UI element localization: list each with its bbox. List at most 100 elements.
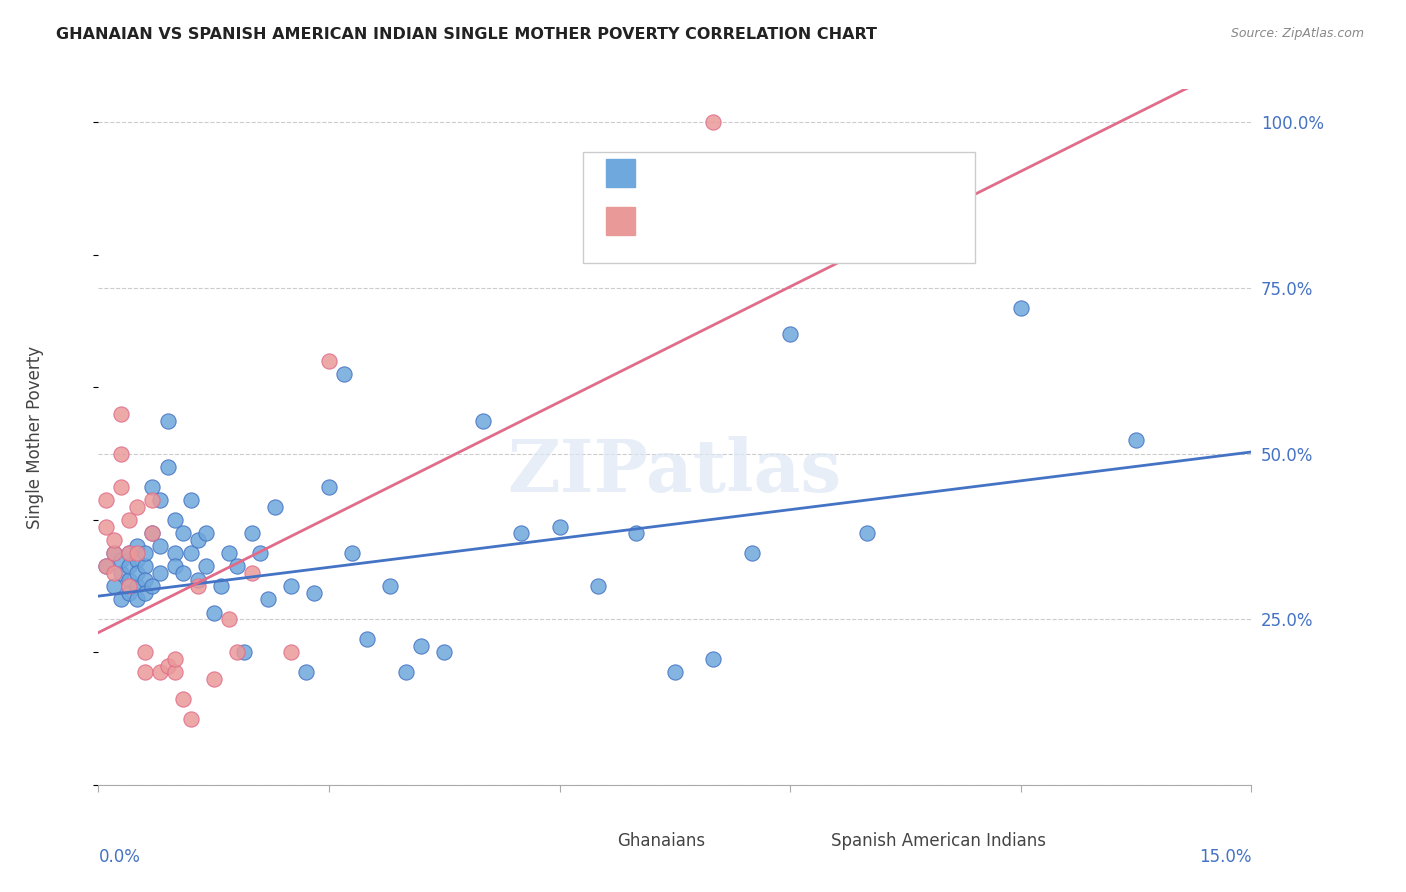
Point bbox=[149, 665, 172, 680]
Point bbox=[165, 513, 187, 527]
Point bbox=[586, 579, 609, 593]
Point bbox=[94, 493, 117, 508]
Point bbox=[209, 579, 232, 593]
Point bbox=[165, 546, 187, 560]
Point bbox=[118, 579, 141, 593]
Point bbox=[1125, 434, 1147, 448]
Point bbox=[134, 573, 156, 587]
Point bbox=[195, 559, 218, 574]
Point bbox=[156, 459, 179, 474]
Text: Source: ZipAtlas.com: Source: ZipAtlas.com bbox=[1230, 27, 1364, 40]
Point bbox=[225, 559, 247, 574]
Point bbox=[433, 645, 456, 659]
Point bbox=[110, 552, 132, 566]
Point bbox=[187, 579, 209, 593]
Point bbox=[149, 493, 172, 508]
Point bbox=[125, 579, 148, 593]
Point bbox=[318, 480, 340, 494]
FancyBboxPatch shape bbox=[582, 152, 974, 263]
Point bbox=[240, 566, 263, 580]
Point bbox=[180, 493, 202, 508]
Point bbox=[202, 606, 225, 620]
Bar bbox=[606, 159, 634, 186]
Point bbox=[172, 526, 194, 541]
Point bbox=[110, 592, 132, 607]
Point bbox=[172, 691, 194, 706]
Point bbox=[318, 354, 340, 368]
Point bbox=[779, 327, 801, 342]
Point bbox=[156, 413, 179, 427]
Point bbox=[134, 559, 156, 574]
Point bbox=[702, 115, 724, 129]
Point bbox=[165, 559, 187, 574]
Bar bbox=[768, 830, 813, 858]
Point bbox=[103, 566, 125, 580]
Point bbox=[340, 546, 363, 560]
Point bbox=[125, 552, 148, 566]
Point bbox=[118, 546, 141, 560]
Point bbox=[103, 579, 125, 593]
Point bbox=[380, 579, 402, 593]
Point bbox=[125, 566, 148, 580]
Point bbox=[240, 526, 263, 541]
Point bbox=[118, 586, 141, 600]
Text: ZIPatlas: ZIPatlas bbox=[508, 436, 842, 508]
Point bbox=[187, 573, 209, 587]
Point bbox=[165, 665, 187, 680]
Point bbox=[118, 573, 141, 587]
Point bbox=[295, 665, 318, 680]
Point bbox=[280, 579, 302, 593]
Point bbox=[548, 519, 571, 533]
Text: Ghanaians: Ghanaians bbox=[617, 831, 706, 849]
Point bbox=[149, 566, 172, 580]
Point bbox=[125, 500, 148, 514]
Point bbox=[125, 592, 148, 607]
Bar bbox=[606, 208, 634, 235]
Point bbox=[256, 592, 278, 607]
Point bbox=[94, 559, 117, 574]
Point bbox=[141, 493, 163, 508]
Text: GHANAIAN VS SPANISH AMERICAN INDIAN SINGLE MOTHER POVERTY CORRELATION CHART: GHANAIAN VS SPANISH AMERICAN INDIAN SING… bbox=[56, 27, 877, 42]
Point bbox=[134, 645, 156, 659]
Point bbox=[110, 407, 132, 421]
Point bbox=[411, 639, 433, 653]
Point bbox=[103, 546, 125, 560]
Point bbox=[94, 519, 117, 533]
Point bbox=[233, 645, 256, 659]
Text: R = 0.329   N = 70: R = 0.329 N = 70 bbox=[647, 164, 803, 182]
Point bbox=[125, 546, 148, 560]
Point bbox=[856, 526, 879, 541]
Point bbox=[218, 546, 240, 560]
Text: Single Mother Poverty: Single Mother Poverty bbox=[25, 345, 44, 529]
Point bbox=[280, 645, 302, 659]
Point bbox=[664, 665, 686, 680]
Point bbox=[202, 672, 225, 686]
Point bbox=[125, 540, 148, 554]
Point bbox=[110, 447, 132, 461]
Point bbox=[195, 526, 218, 541]
Point bbox=[302, 586, 325, 600]
Point bbox=[134, 546, 156, 560]
Point bbox=[141, 526, 163, 541]
Point bbox=[225, 645, 247, 659]
Point bbox=[1010, 301, 1032, 315]
Point bbox=[187, 533, 209, 547]
Point bbox=[149, 540, 172, 554]
Point bbox=[741, 546, 763, 560]
Text: Spanish American Indians: Spanish American Indians bbox=[831, 831, 1046, 849]
Point bbox=[103, 533, 125, 547]
Point bbox=[118, 513, 141, 527]
Text: 0.0%: 0.0% bbox=[98, 847, 141, 865]
Point bbox=[172, 566, 194, 580]
Point bbox=[134, 665, 156, 680]
Point bbox=[134, 586, 156, 600]
Point bbox=[356, 632, 378, 647]
Point bbox=[471, 413, 494, 427]
Point bbox=[218, 612, 240, 626]
Point bbox=[333, 367, 356, 381]
Point bbox=[626, 526, 648, 541]
Point bbox=[856, 215, 879, 229]
Point bbox=[94, 559, 117, 574]
Point bbox=[702, 652, 724, 666]
Text: 15.0%: 15.0% bbox=[1199, 847, 1251, 865]
